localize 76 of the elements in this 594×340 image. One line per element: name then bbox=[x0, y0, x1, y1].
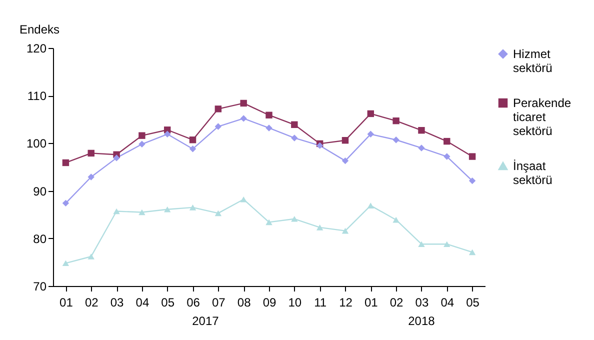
point bbox=[189, 136, 196, 144]
point bbox=[291, 134, 298, 142]
point bbox=[418, 144, 425, 152]
point bbox=[392, 117, 400, 124]
y-tick-label: 100 bbox=[26, 136, 47, 151]
point bbox=[240, 100, 247, 107]
point bbox=[392, 216, 400, 223]
x-tick-label: 04 bbox=[136, 296, 150, 310]
x-tick-label: 03 bbox=[415, 296, 429, 310]
x-tick-label: 05 bbox=[161, 296, 175, 310]
x-tick-label: 07 bbox=[212, 296, 226, 310]
point bbox=[444, 138, 450, 145]
point bbox=[88, 150, 94, 157]
x-tick-label: 05 bbox=[466, 296, 480, 310]
point bbox=[88, 174, 94, 180]
y-tick-label: 70 bbox=[33, 280, 47, 294]
point bbox=[367, 202, 374, 208]
point bbox=[164, 130, 171, 138]
point bbox=[468, 249, 476, 256]
point bbox=[367, 110, 374, 118]
point bbox=[138, 132, 146, 139]
x-tick-label: 08 bbox=[237, 296, 252, 310]
point bbox=[468, 177, 476, 184]
y-axis-title: Endeks bbox=[20, 22, 60, 36]
point bbox=[189, 146, 196, 152]
point bbox=[62, 260, 70, 266]
point bbox=[392, 136, 400, 144]
point bbox=[240, 115, 247, 122]
point bbox=[164, 206, 171, 212]
y-tick-label: 90 bbox=[33, 184, 47, 198]
point bbox=[291, 121, 298, 128]
point bbox=[240, 196, 247, 202]
x-tick-label: 04 bbox=[440, 296, 454, 310]
point bbox=[266, 124, 272, 132]
point bbox=[62, 159, 70, 166]
x-tick-label: 01 bbox=[364, 296, 378, 310]
text: 2017 bbox=[192, 314, 220, 328]
x-tick-label: 03 bbox=[110, 296, 124, 310]
x-tick-label: 06 bbox=[186, 296, 200, 310]
point bbox=[444, 153, 450, 160]
y-tick-label: 120 bbox=[26, 42, 47, 56]
point bbox=[418, 241, 425, 248]
point bbox=[316, 224, 324, 230]
x-tick-label: 02 bbox=[84, 296, 99, 310]
point bbox=[113, 208, 120, 214]
point bbox=[214, 106, 222, 112]
point bbox=[138, 140, 146, 148]
point bbox=[291, 216, 298, 222]
x-tick-label: 10 bbox=[288, 296, 302, 310]
x-tick-label: 09 bbox=[262, 296, 276, 310]
x-tick-label: 02 bbox=[390, 296, 404, 310]
point bbox=[214, 210, 222, 216]
x-tick-label: 12 bbox=[339, 296, 353, 310]
text: 2018 bbox=[408, 314, 436, 328]
point bbox=[138, 209, 146, 216]
y-tick-label: 110 bbox=[27, 89, 47, 104]
point bbox=[266, 112, 272, 118]
point bbox=[342, 228, 349, 234]
point bbox=[342, 136, 349, 144]
legend-label: İnşaat sektörü bbox=[513, 159, 552, 187]
point bbox=[468, 153, 476, 160]
point bbox=[214, 123, 222, 130]
point bbox=[342, 157, 349, 164]
point bbox=[189, 204, 196, 210]
point bbox=[444, 241, 450, 248]
point bbox=[88, 254, 94, 260]
x-tick-label: 01 bbox=[60, 296, 74, 310]
point bbox=[367, 130, 374, 138]
y-tick-label: 80 bbox=[33, 232, 47, 246]
point bbox=[418, 126, 425, 134]
point bbox=[113, 154, 120, 162]
x-tick-label: 11 bbox=[314, 296, 327, 310]
legend-label: Perakende ticaret sektörü bbox=[513, 96, 572, 138]
legend-label: Hizmet sektörü bbox=[513, 47, 552, 75]
point bbox=[62, 200, 70, 207]
point bbox=[266, 219, 272, 226]
